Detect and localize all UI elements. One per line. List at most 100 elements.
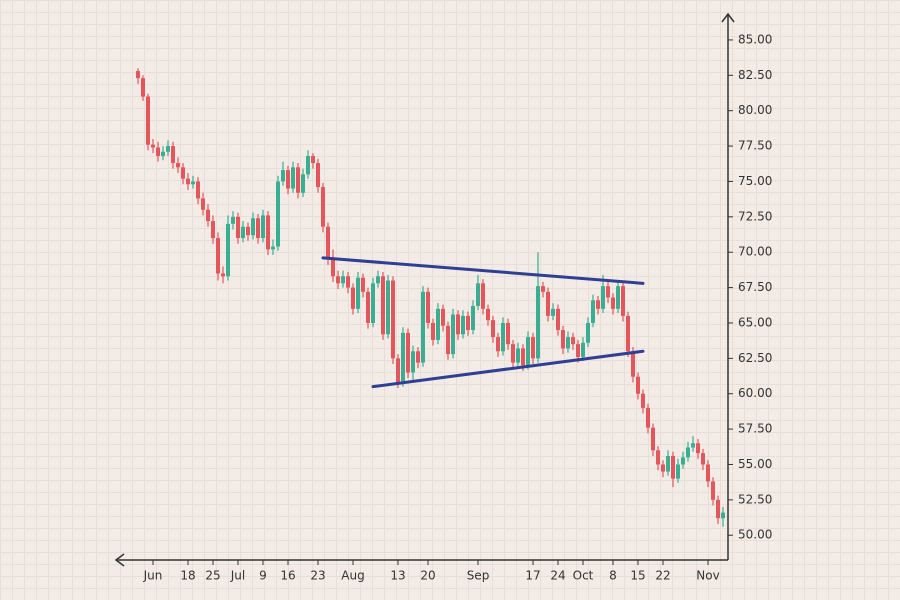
candle-body: [621, 286, 625, 316]
candle-body: [411, 351, 415, 373]
candle-body: [531, 337, 535, 359]
candle-body: [281, 170, 285, 182]
x-tick-label: 17: [525, 569, 540, 583]
candle-body: [536, 286, 540, 359]
candle-body: [321, 187, 325, 227]
candle-body: [486, 308, 490, 321]
candle-body: [696, 443, 700, 454]
y-tick-label: 62.50: [738, 351, 772, 365]
candle-body: [296, 167, 300, 193]
candle-body: [266, 215, 270, 250]
candle-body: [231, 216, 235, 224]
x-tick-label: 24: [550, 569, 565, 583]
candle-body: [721, 512, 725, 519]
candle-body: [631, 351, 635, 377]
candle-body: [561, 330, 565, 349]
candle-body: [541, 286, 545, 292]
candle-body: [206, 209, 210, 222]
candle-body: [161, 151, 165, 156]
candle-body: [471, 305, 475, 331]
y-tick-label: 52.50: [738, 492, 772, 506]
candle-body: [431, 322, 435, 340]
x-tick-label: 16: [280, 569, 295, 583]
candle-body: [611, 297, 615, 309]
x-tick-label: 20: [420, 569, 435, 583]
candle-body: [221, 273, 225, 277]
candle-body: [641, 393, 645, 408]
candle-body: [571, 337, 575, 345]
candle-body: [436, 308, 440, 340]
candle-body: [596, 300, 600, 309]
y-tick-label: 72.50: [738, 209, 772, 223]
candle-body: [441, 308, 445, 326]
candle-body: [171, 146, 175, 164]
y-tick-label: 50.00: [738, 528, 772, 542]
x-tick-label: 22: [655, 569, 670, 583]
candle-body: [181, 167, 185, 179]
candle-body: [456, 314, 460, 335]
candle-body: [586, 322, 590, 343]
candle-body: [256, 218, 260, 239]
candle-body: [186, 178, 190, 185]
candle-body: [406, 332, 410, 373]
candle-body: [421, 291, 425, 363]
x-tick-label: 18: [180, 569, 195, 583]
candle-body: [661, 464, 665, 472]
candle-body: [706, 464, 710, 482]
candle-body: [671, 455, 675, 479]
x-tick-label: Aug: [341, 569, 364, 583]
x-axis-arrow: [114, 553, 125, 567]
candle-body: [151, 144, 155, 148]
candle-body: [401, 332, 405, 383]
candle-body: [556, 308, 560, 331]
candle-body: [141, 78, 145, 97]
candle-body: [686, 447, 690, 458]
candle-body: [491, 320, 495, 338]
candle-body: [501, 322, 505, 352]
x-tick-label: Oct: [573, 569, 594, 583]
candle-body: [191, 181, 195, 185]
trendline: [371, 349, 645, 389]
candle-body: [551, 308, 555, 316]
candle-body: [166, 146, 170, 152]
candle-body: [176, 163, 180, 168]
candle-body: [636, 376, 640, 394]
candle-body: [566, 337, 570, 349]
candle-body: [446, 325, 450, 355]
candle-body: [381, 276, 385, 335]
y-tick-label: 60.00: [738, 386, 772, 400]
candle-body: [546, 291, 550, 316]
candle-body: [481, 283, 485, 309]
y-tick-label: 82.50: [738, 68, 772, 82]
trendline: [321, 256, 645, 285]
candle-body: [716, 499, 720, 519]
candle-body: [351, 287, 355, 309]
candle-body: [691, 443, 695, 448]
candle-body: [341, 276, 345, 284]
x-tick-label: 15: [630, 569, 645, 583]
candle-body: [251, 218, 255, 236]
candle-body: [236, 216, 240, 239]
y-tick-label: 65.00: [738, 315, 772, 329]
candle-body: [306, 155, 310, 175]
y-tick-label: 67.50: [738, 280, 772, 294]
candle-body: [516, 348, 520, 363]
y-tick-label: 57.50: [738, 422, 772, 436]
candle-body: [156, 147, 160, 156]
y-axis-arrow: [721, 12, 735, 23]
candle-body: [676, 464, 680, 479]
candle-body: [261, 215, 265, 239]
candle-body: [291, 167, 295, 189]
candle-body: [146, 96, 150, 145]
candle-body: [371, 283, 375, 323]
y-tick-label: 55.00: [738, 457, 772, 471]
candle-body: [466, 315, 470, 331]
candle-body: [331, 259, 335, 277]
candle-body: [506, 322, 510, 345]
candle-body: [656, 450, 660, 465]
candle-body: [591, 300, 595, 323]
candle-body: [391, 280, 395, 359]
candle-body: [521, 348, 525, 366]
candle-body: [396, 358, 400, 383]
